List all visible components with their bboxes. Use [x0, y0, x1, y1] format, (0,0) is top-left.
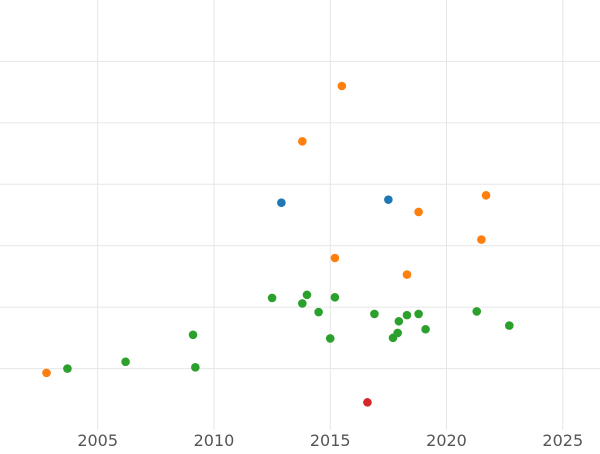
data-point-s1-1 — [298, 136, 307, 146]
data-point-s2-9 — [330, 293, 340, 302]
x-tick-label-4: 2025 — [542, 431, 583, 450]
data-point-s1-2 — [330, 253, 340, 263]
data-point-s3-0 — [363, 398, 372, 407]
data-point-s2-1 — [121, 357, 130, 367]
x-tick-label-3: 2020 — [426, 431, 467, 450]
data-point-s2-0 — [63, 364, 72, 373]
data-point-s0-0 — [277, 198, 286, 208]
data-point-s0-1 — [384, 195, 393, 204]
data-point-s1-7 — [481, 191, 491, 200]
grid — [0, 0, 600, 430]
data-point-s2-7 — [314, 307, 323, 317]
data-point-s2-4 — [267, 293, 277, 303]
data-point-s2-8 — [325, 334, 335, 343]
data-point-s2-18 — [505, 321, 514, 330]
x-tick-label-0: 2005 — [77, 431, 118, 450]
data-points — [42, 81, 514, 407]
data-point-s2-14 — [402, 310, 412, 320]
x-tick-labels: 2005 2010 2015 2020 2025 — [77, 431, 583, 450]
data-point-s1-4 — [402, 270, 412, 279]
data-point-s2-3 — [191, 363, 200, 372]
data-point-s2-12 — [393, 328, 402, 338]
data-point-s2-17 — [472, 307, 482, 316]
data-point-s1-0 — [42, 368, 51, 378]
x-tick-label-1: 2010 — [194, 431, 235, 450]
data-point-s2-15 — [414, 309, 423, 319]
data-point-s2-16 — [421, 324, 430, 334]
x-tick-label-2: 2015 — [310, 431, 351, 450]
data-point-s2-10 — [370, 309, 379, 319]
data-point-s2-5 — [298, 299, 307, 308]
data-point-s2-6 — [302, 290, 312, 300]
data-point-s1-5 — [414, 207, 423, 217]
data-point-s1-6 — [477, 235, 486, 244]
data-point-s1-3 — [337, 81, 347, 91]
data-point-s2-2 — [188, 330, 198, 340]
data-point-s2-13 — [394, 316, 404, 326]
